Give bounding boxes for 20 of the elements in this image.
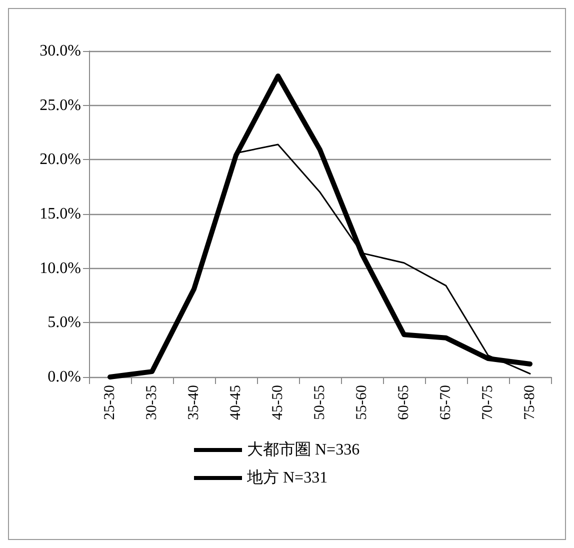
y-tick-label: 5.0% bbox=[48, 314, 81, 332]
x-tick-label: 45-50 bbox=[270, 385, 286, 420]
y-tick-label: 25.0% bbox=[40, 96, 81, 114]
x-tick-label: 65-70 bbox=[438, 385, 454, 420]
x-tick-label: 25-30 bbox=[102, 385, 118, 420]
x-tick-label: 75-80 bbox=[522, 385, 538, 420]
x-tick-label: 70-75 bbox=[480, 385, 496, 420]
x-tick-label: 50-55 bbox=[312, 385, 328, 420]
legend-label: 大都市圏 N=336 bbox=[247, 440, 360, 458]
x-tick-label: 40-45 bbox=[228, 385, 244, 420]
y-tick-label: 15.0% bbox=[40, 206, 81, 222]
x-tick-label: 35-40 bbox=[186, 385, 202, 420]
y-tick-label: 10.0% bbox=[40, 260, 81, 277]
legend-label: 地方 N=331 bbox=[246, 468, 328, 486]
x-tick-label: 60-65 bbox=[396, 385, 412, 420]
y-tick-label: 20.0% bbox=[40, 151, 81, 168]
y-tick-label: 0.0% bbox=[48, 368, 81, 386]
y-tick-label: 30.0% bbox=[40, 42, 81, 60]
x-tick-label: 55-60 bbox=[354, 385, 370, 420]
x-tick-label: 30-35 bbox=[144, 385, 160, 420]
